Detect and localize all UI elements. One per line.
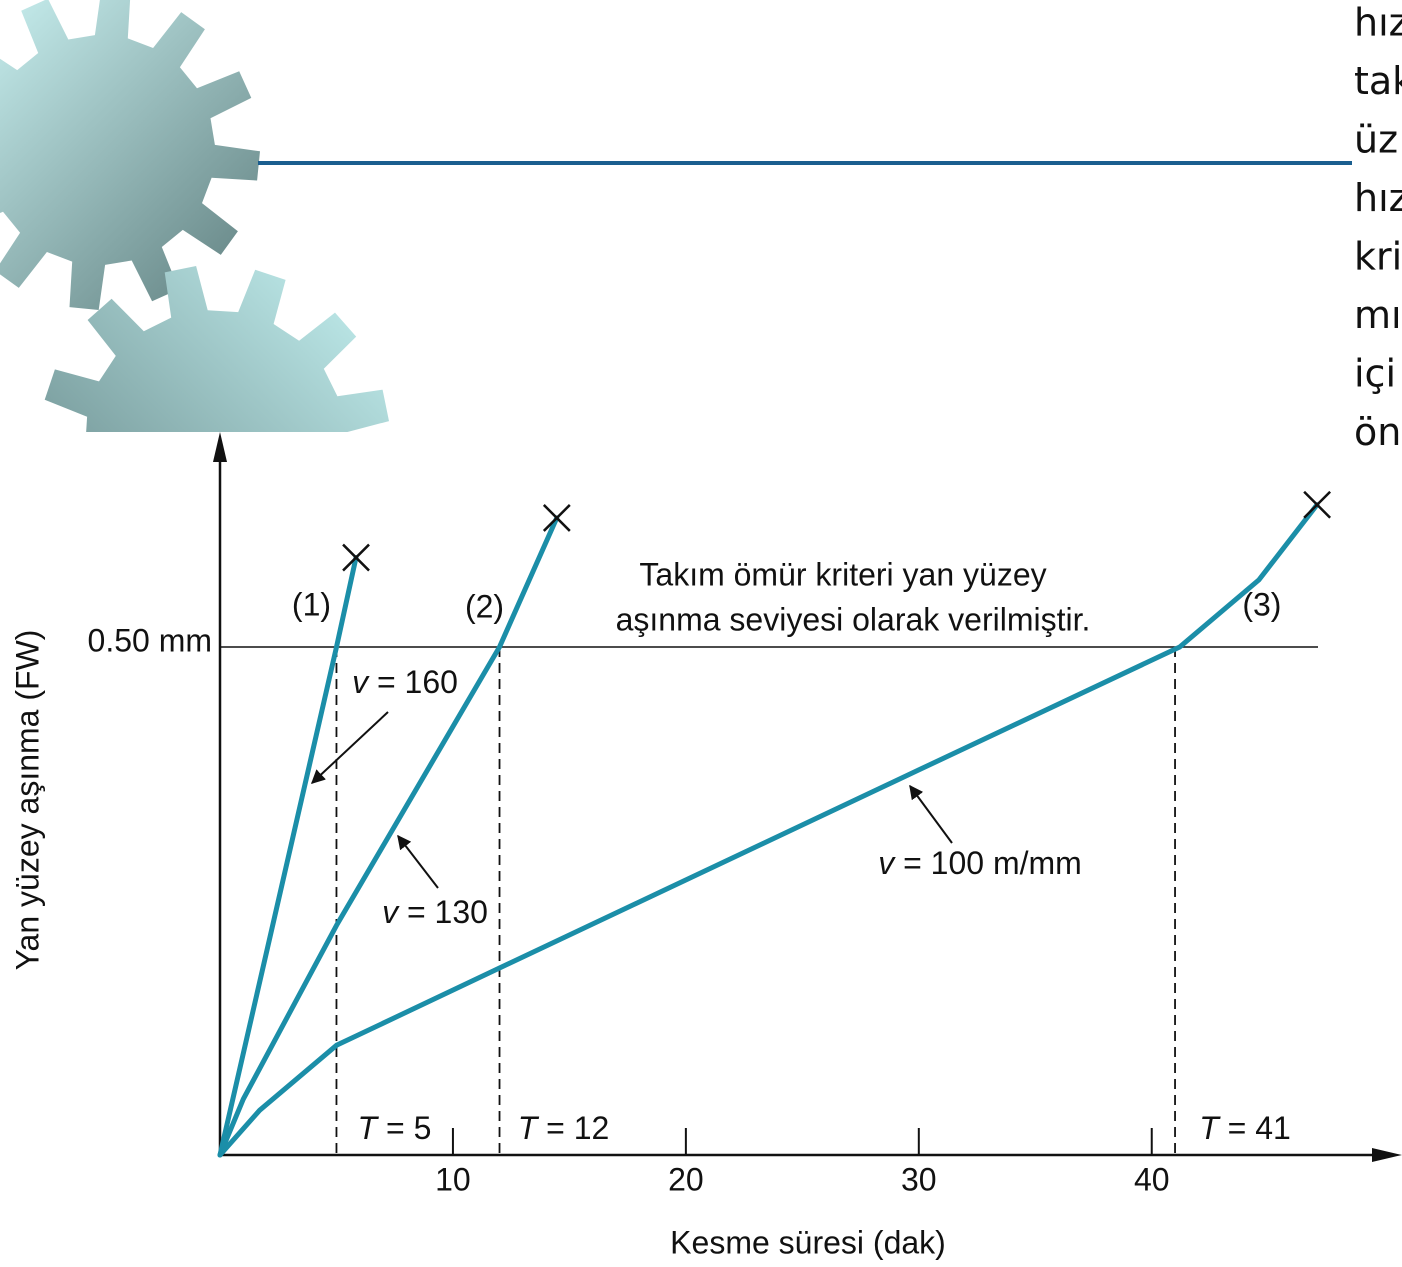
page: {"chart_data": {"type": "line", "x_label…: [0, 0, 1402, 1267]
x-tick-label: 30: [901, 1161, 937, 1197]
side-text: kri: [1354, 235, 1402, 279]
speed-label: v = 100 m/mm: [878, 845, 1082, 881]
x-tick-label: 20: [668, 1161, 704, 1197]
series-label: (1): [292, 586, 331, 622]
side-text: hız: [1354, 176, 1402, 220]
y-axis-arrow: [213, 432, 227, 462]
y-axis-label: Yan yüzey aşınma (FW): [9, 630, 45, 971]
side-text: hız: [1354, 1, 1402, 45]
side-text: üz: [1354, 118, 1398, 162]
tool-life-label: T = 5: [358, 1110, 432, 1146]
x-axis-label: Kesme süresi (dak): [670, 1224, 946, 1260]
side-text: mı: [1354, 293, 1402, 337]
tool-life-label: T = 41: [1199, 1110, 1291, 1146]
speed-label: v = 130: [382, 894, 488, 930]
gear: [41, 266, 389, 614]
speed-label: v = 160: [352, 664, 458, 700]
side-text: ön: [1354, 410, 1401, 454]
end-marker: [1304, 492, 1330, 518]
series-label: (3): [1242, 586, 1281, 622]
y-tick-label: 0.50 mm: [88, 622, 212, 658]
series-label: (2): [465, 588, 504, 624]
wear-curve: [220, 518, 557, 1155]
x-tick-label: 40: [1134, 1161, 1170, 1197]
pointer-arrow: [312, 712, 388, 783]
slide: Kesme süresi (dak) Yan yüzey aşınma (FW)…: [0, 0, 1402, 1267]
note-line: aşınma seviyesi olarak verilmiştir.: [616, 601, 1091, 637]
side-text: tak: [1354, 59, 1402, 103]
gear: [0, 0, 260, 310]
end-marker: [544, 505, 570, 531]
x-axis-arrow: [1372, 1148, 1402, 1162]
side-text: içi: [1354, 352, 1396, 396]
pointer-arrow: [910, 786, 952, 843]
tool-life-label: T = 12: [518, 1110, 610, 1146]
gear-decoration: [0, 0, 389, 614]
note-line: Takım ömür kriteri yan yüzey: [639, 556, 1046, 592]
pointer-arrow: [398, 836, 438, 888]
x-tick-label: 10: [435, 1161, 471, 1197]
